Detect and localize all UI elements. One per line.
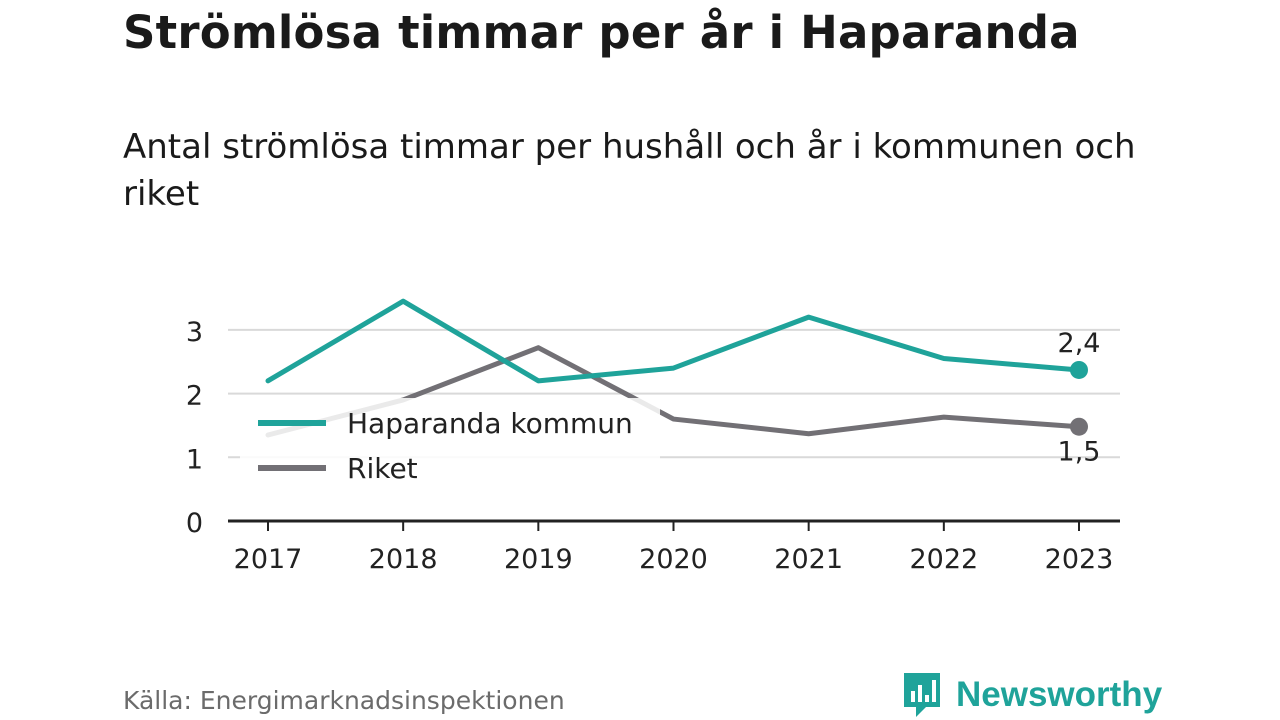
chart-subtitle: Antal strömlösa timmar per hushåll och å… (123, 127, 1136, 214)
end-label-haparanda: 2,4 (1058, 328, 1101, 359)
newsworthy-logo-icon (904, 673, 940, 717)
y-tick-label: 1 (186, 444, 203, 475)
x-tick-label: 2021 (774, 544, 843, 575)
x-tick-label: 2020 (639, 544, 708, 575)
source-note: Källa: Energimarknadsinspektionen (123, 686, 565, 715)
end-label-riket: 1,5 (1058, 437, 1101, 468)
series-line-haparanda (265, 298, 1082, 384)
legend-label-riket: Riket (347, 452, 418, 485)
x-tick-label: 2017 (234, 544, 303, 575)
legend-label-haparanda: Haparanda kommun (347, 407, 633, 440)
x-tick-label: 2019 (504, 544, 573, 575)
legend: Haparanda kommun Riket (240, 398, 660, 490)
end-point-marker (1070, 417, 1088, 436)
y-tick-label: 0 (186, 508, 203, 539)
brand-name: Newsworthy (956, 675, 1163, 714)
x-axis: 2017 2018 2019 2020 2021 2022 2023 (228, 519, 1120, 575)
y-tick-label: 3 (186, 317, 203, 348)
x-tick-label: 2022 (909, 544, 978, 575)
chart-title: Strömlösa timmar per år i Haparanda (123, 6, 1080, 59)
brand-logo: Newsworthy (902, 670, 1162, 720)
y-axis-ticks: 0 1 2 3 (186, 317, 203, 539)
legend-background (240, 398, 660, 490)
end-point-marker (1070, 360, 1088, 379)
y-tick-label: 2 (186, 381, 203, 412)
x-tick-label: 2023 (1045, 544, 1114, 575)
x-tick-label: 2018 (369, 544, 438, 575)
end-labels: 2,4 1,5 (1058, 328, 1101, 468)
